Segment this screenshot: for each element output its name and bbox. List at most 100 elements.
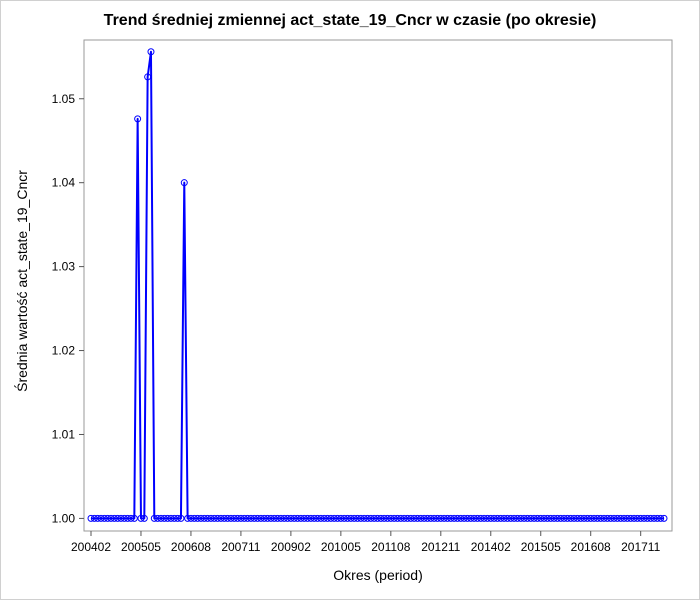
data-point-marker	[550, 514, 558, 522]
x-tick-label: 200505	[121, 540, 161, 554]
data-point-marker	[387, 514, 395, 522]
y-tick-label: 1.00	[52, 511, 76, 525]
data-point-marker	[440, 514, 448, 522]
data-point-marker	[477, 514, 485, 522]
data-point-marker	[557, 514, 565, 522]
x-tick-label: 201108	[371, 540, 410, 554]
data-point-marker	[470, 514, 478, 522]
data-point-marker	[280, 514, 288, 522]
data-point-marker	[570, 514, 578, 522]
data-point-marker	[447, 514, 455, 522]
data-point-marker	[147, 48, 155, 56]
data-point-marker	[244, 514, 252, 522]
data-point-marker	[90, 514, 98, 522]
data-point-marker	[523, 514, 531, 522]
data-point-marker	[580, 514, 588, 522]
data-point-marker	[197, 514, 205, 522]
x-tick-label: 201505	[521, 540, 561, 554]
data-point-marker	[327, 514, 335, 522]
x-tick-label: 201608	[571, 540, 611, 554]
data-point-marker	[254, 514, 262, 522]
x-tick-label: 201005	[321, 540, 361, 554]
data-point-marker	[364, 514, 372, 522]
data-point-marker	[640, 514, 648, 522]
data-point-marker	[94, 514, 102, 522]
data-point-marker	[627, 514, 635, 522]
data-point-marker	[530, 514, 538, 522]
data-point-marker	[383, 514, 391, 522]
data-point-marker	[480, 514, 488, 522]
data-point-marker	[533, 514, 541, 522]
data-point-marker	[427, 514, 435, 522]
data-point-marker	[620, 514, 628, 522]
data-point-marker	[264, 514, 272, 522]
data-point-marker	[287, 514, 295, 522]
data-point-marker	[140, 514, 148, 522]
data-point-marker	[493, 514, 501, 522]
data-point-marker	[497, 514, 505, 522]
data-point-marker	[87, 514, 95, 522]
x-tick-label: 200402	[71, 540, 111, 554]
data-point-marker	[330, 514, 338, 522]
data-point-marker	[490, 514, 498, 522]
data-point-marker	[510, 514, 518, 522]
data-point-marker	[400, 514, 408, 522]
data-point-marker	[294, 514, 302, 522]
data-point-marker	[553, 514, 561, 522]
data-point-marker	[573, 514, 581, 522]
data-point-marker	[370, 514, 378, 522]
data-point-marker	[613, 514, 621, 522]
data-point-marker	[560, 514, 568, 522]
data-point-marker	[413, 514, 421, 522]
data-point-marker	[274, 514, 282, 522]
data-point-marker	[617, 514, 625, 522]
data-point-marker	[300, 514, 308, 522]
data-point-marker	[304, 514, 312, 522]
data-point-marker	[483, 514, 491, 522]
data-point-marker	[643, 514, 651, 522]
data-point-marker	[260, 514, 268, 522]
data-point-marker	[637, 514, 645, 522]
data-point-marker	[334, 514, 342, 522]
data-point-marker	[540, 514, 548, 522]
data-point-marker	[467, 514, 475, 522]
data-point-marker	[527, 514, 535, 522]
data-point-marker	[180, 179, 188, 187]
data-point-marker	[324, 514, 332, 522]
data-point-marker	[647, 514, 655, 522]
y-tick-label: 1.03	[52, 260, 76, 274]
data-point-marker	[127, 514, 135, 522]
data-point-marker	[267, 514, 275, 522]
data-point-marker	[117, 514, 125, 522]
data-point-marker	[237, 514, 245, 522]
data-point-marker	[374, 514, 381, 522]
data-point-marker	[340, 514, 348, 522]
data-point-marker	[210, 514, 218, 522]
data-point-marker	[154, 514, 162, 522]
data-point-marker	[590, 514, 598, 522]
x-axis: 200402 200505 200608 200711 200902 201005 2011…	[71, 531, 661, 554]
data-point-marker	[317, 514, 325, 522]
data-point-marker	[463, 514, 471, 522]
data-point-marker	[597, 514, 605, 522]
data-point-marker	[500, 514, 508, 522]
data-point-marker	[460, 514, 468, 522]
data-point-marker	[360, 514, 368, 522]
data-point-marker	[114, 514, 122, 522]
data-point-marker	[423, 514, 431, 522]
data-point-marker	[397, 514, 405, 522]
y-axis: 1.00 1.01 1.02 1.03 1.04 1.05	[52, 92, 84, 525]
data-point-marker	[410, 514, 418, 522]
data-point-marker	[134, 115, 142, 123]
data-point-marker	[217, 514, 225, 522]
data-point-marker	[170, 514, 178, 522]
data-point-marker	[457, 514, 465, 522]
data-point-marker	[507, 514, 515, 522]
data-point-marker	[417, 514, 425, 522]
data-point-marker	[563, 514, 571, 522]
data-point-marker	[420, 514, 428, 522]
data-point-marker	[660, 514, 668, 522]
data-point-marker	[354, 514, 362, 522]
data-point-marker	[137, 514, 145, 522]
data-point-marker	[473, 514, 481, 522]
